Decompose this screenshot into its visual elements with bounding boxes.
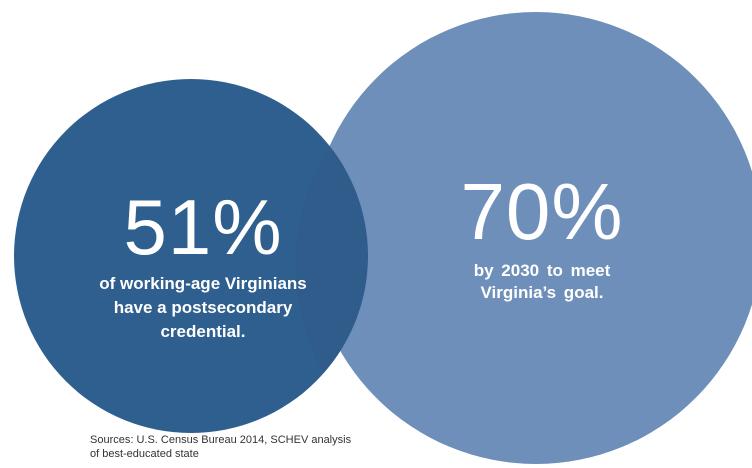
source-note: Sources: U.S. Census Bureau 2014, SCHEV … (90, 433, 430, 461)
current-percentage: 51% (123, 183, 283, 271)
goal-caption-line-2: Virginia’s goal. (480, 283, 604, 302)
current-caption-line-3: credential. (160, 322, 246, 341)
goal-attainment-stat: 70% by 2030 to meet Virginia’s goal. (412, 172, 672, 304)
current-caption-line-1: of working-age Virginians (99, 274, 307, 293)
goal-caption-line-1: by 2030 to meet (473, 261, 611, 280)
current-circle (14, 79, 368, 433)
source-line-1: Sources: U.S. Census Bureau 2014, SCHEV … (90, 434, 352, 446)
goal-percentage: 70% (460, 167, 624, 256)
goal-circle (310, 12, 752, 464)
circle-overlap (295, 146, 368, 374)
current-attainment-stat: 51% of working-age Virginians have a pos… (60, 188, 346, 344)
current-caption-line-2: have a postsecondary (113, 298, 293, 317)
source-line-2: of best-educated state (90, 448, 199, 460)
